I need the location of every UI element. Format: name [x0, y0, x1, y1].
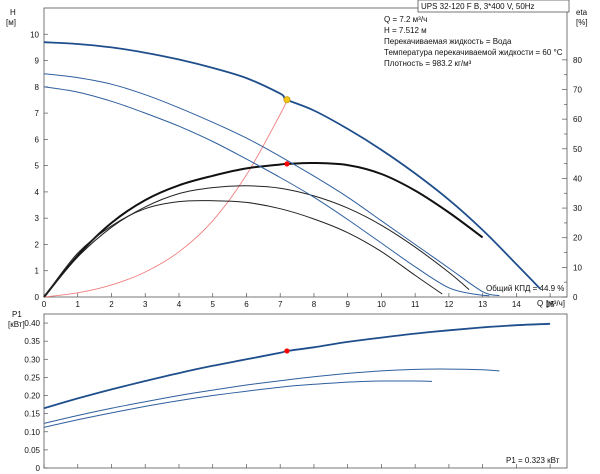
power-chart-curves [43, 322, 551, 428]
power-axis-label: P1 [12, 310, 22, 319]
efficiency-tick-label: 70 [573, 86, 582, 95]
efficiency-tick-label: 80 [573, 56, 582, 65]
x-tick-label: 9 [345, 300, 350, 309]
power-tick-label: 0.40 [24, 319, 40, 328]
power-chart-points [284, 348, 290, 354]
head-tick-label: 4 [35, 188, 40, 197]
power-curve-speed-3 [43, 322, 551, 410]
power-tick-label: 0.20 [24, 392, 40, 401]
power-note: P1 = 0.323 кВт [506, 456, 560, 465]
efficiency-curve-speed-1 [43, 200, 443, 298]
operating-point-efficiency [284, 161, 290, 167]
x-tick-label: 4 [177, 300, 182, 309]
power-chart-frame [43, 313, 568, 469]
power-tick-label: 0.35 [24, 337, 40, 346]
head-tick-label: 10 [30, 30, 39, 39]
head-tick-label: 9 [35, 57, 40, 66]
power-axis-unit: [кВт] [8, 320, 25, 329]
operating-point-head [283, 96, 291, 104]
power-tick-label: 0.15 [24, 410, 40, 419]
head-curve-speed-2 [43, 73, 500, 297]
power-tick-label: 0 [36, 464, 41, 473]
flow-axis-unit: [м³/ч] [546, 299, 565, 308]
efficiency-curve-speed-2 [43, 185, 470, 298]
efficiency-axis-unit: [%] [576, 18, 588, 27]
efficiency-tick-label: 40 [573, 174, 582, 183]
efficiency-axis-label: eta [576, 8, 588, 17]
head-tick-label: 8 [35, 83, 40, 92]
power-tick-label: 0.10 [24, 428, 40, 437]
head-tick-label: 6 [35, 135, 40, 144]
power-tick-label: 0.25 [24, 373, 40, 382]
head-axis-label: H [10, 8, 16, 17]
efficiency-tick-label: 50 [573, 145, 582, 154]
x-tick-label: 15 [546, 300, 555, 309]
head-tick-label: 1 [35, 267, 40, 276]
efficiency-tick-label: 60 [573, 115, 582, 124]
x-tick-label: 12 [444, 300, 453, 309]
x-tick-label: 14 [512, 300, 521, 309]
power-curve-speed-1 [43, 380, 433, 428]
info-line-head: H = 7.512 м [384, 26, 427, 35]
head-tick-label: 3 [35, 214, 40, 223]
x-tick-label: 11 [411, 300, 420, 309]
efficiency-tick-label: 30 [573, 204, 582, 213]
head-chart-ticks: 0 1 2 3 4 5 6 7 8 9 10 11 12 13 14 15012345678910010203… [30, 30, 582, 309]
title-box [417, 0, 570, 13]
x-tick-label: 7 [278, 300, 283, 309]
power-tick-label: 0.05 [24, 446, 40, 455]
efficiency-tick-label: 10 [573, 263, 582, 272]
head-chart-points [283, 96, 291, 167]
x-tick-label: 13 [478, 300, 487, 309]
head-chart: UPS 32-120 F B, 3*400 V, 50Hz H [м] eta … [6, 0, 588, 309]
x-tick-label: 5 [210, 300, 215, 309]
chart-title: UPS 32-120 F B, 3*400 V, 50Hz [421, 2, 535, 11]
flow-axis-label: Q [537, 299, 543, 308]
x-tick-label: 0 [42, 300, 47, 309]
head-tick-label: 2 [35, 240, 40, 249]
head-tick-label: 7 [35, 109, 40, 118]
power-chart-ticks: 0 0.05 0.10 0.15 0.20 0.25 0.30 0.35 0.40 [24, 319, 551, 473]
efficiency-tick-label: 0 [573, 293, 578, 302]
head-curve-speed-1 [43, 86, 490, 297]
efficiency-curve-speed-3 [43, 161, 484, 298]
x-tick-label: 6 [244, 300, 249, 309]
operating-point-power [284, 348, 290, 354]
head-chart-curves [43, 41, 541, 298]
head-axis-unit: [м] [6, 18, 16, 27]
head-tick-label: 0 [35, 293, 40, 302]
x-tick-label: 8 [312, 300, 317, 309]
info-line-flow: Q = 7.2 м³/ч [384, 15, 427, 24]
x-tick-label: 10 [377, 300, 386, 309]
info-line-temperature: Температура перекачиваемой жидкости = 60… [384, 48, 563, 57]
x-tick-label: 1 [76, 300, 81, 309]
head-tick-label: 5 [35, 162, 40, 171]
x-tick-label: 3 [143, 300, 148, 309]
head-curve-speed-3 [43, 41, 541, 290]
power-chart: P1 [кВт] P1 = 0.323 кВт 0 0.05 0.10 0.15 0.2… [8, 310, 568, 473]
power-curve-speed-2 [43, 368, 500, 424]
info-line-density: Плотность = 983.2 кг/м³ [384, 59, 472, 68]
info-line-liquid: Перекачиваемая жидкость = Вода [384, 37, 512, 46]
efficiency-tick-label: 20 [573, 234, 582, 243]
power-tick-label: 0.30 [24, 355, 40, 364]
head-chart-frame [43, 7, 568, 298]
x-tick-label: 2 [109, 300, 114, 309]
system-curve [43, 99, 288, 298]
info-block: Q = 7.2 м³/ч H = 7.512 м Перекачиваемая … [384, 15, 563, 68]
efficiency-note: Общий КПД = 44.9 % [486, 284, 564, 293]
